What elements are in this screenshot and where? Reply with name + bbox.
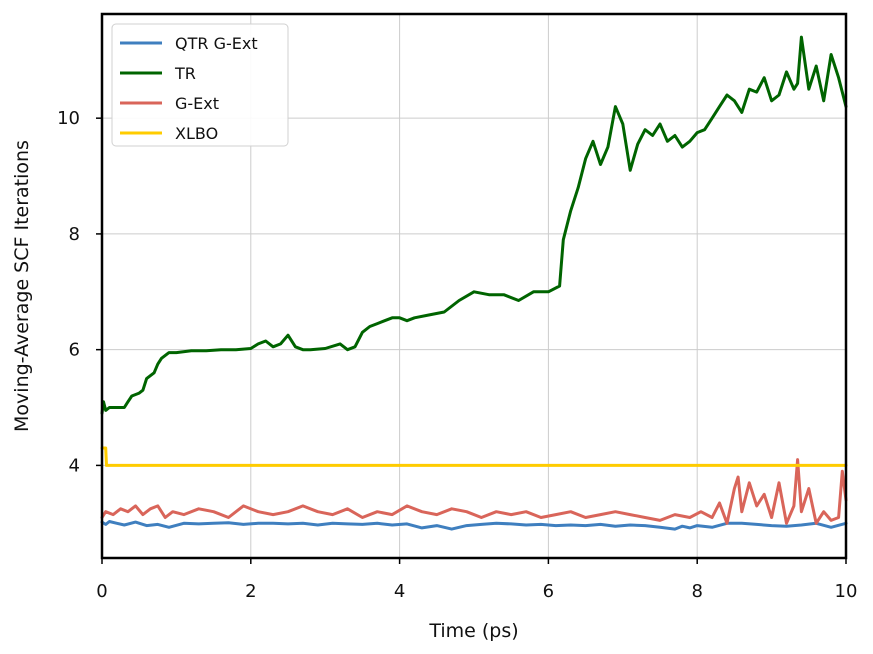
y-tick-label: 6 [69,340,80,361]
legend-label: TR [174,64,196,83]
tick-layer: 0 2 4 6 8 10 4 6 8 10 [57,108,857,602]
series-line-qtr-g-ext [100,520,848,531]
x-tick-label: 2 [245,581,256,602]
legend-box [111,23,289,147]
legend-label: XLBO [175,124,218,143]
x-axis-title: Time (ps) [428,620,518,642]
series-line-g-ext [100,458,848,525]
y-tick-label: 4 [69,455,80,476]
x-tick-label: 8 [691,581,702,602]
series-line-xlbo [100,446,848,467]
legend: QTR G-Ext TR G-Ext XLBO [111,23,289,147]
plot-frame [100,12,848,560]
x-tick-label: 10 [835,581,858,602]
legend-label: QTR G-Ext [175,34,258,53]
y-tick-label: 10 [57,108,80,129]
series-line-tr [100,35,848,415]
y-tick-label: 8 [69,224,80,245]
y-axis-title: Moving-Average SCF Iterations [11,140,33,432]
x-tick-label: 4 [394,581,405,602]
legend-label: G-Ext [175,94,219,113]
x-tick-label: 6 [543,581,554,602]
series-layer [100,35,848,531]
x-tick-label: 0 [96,581,107,602]
